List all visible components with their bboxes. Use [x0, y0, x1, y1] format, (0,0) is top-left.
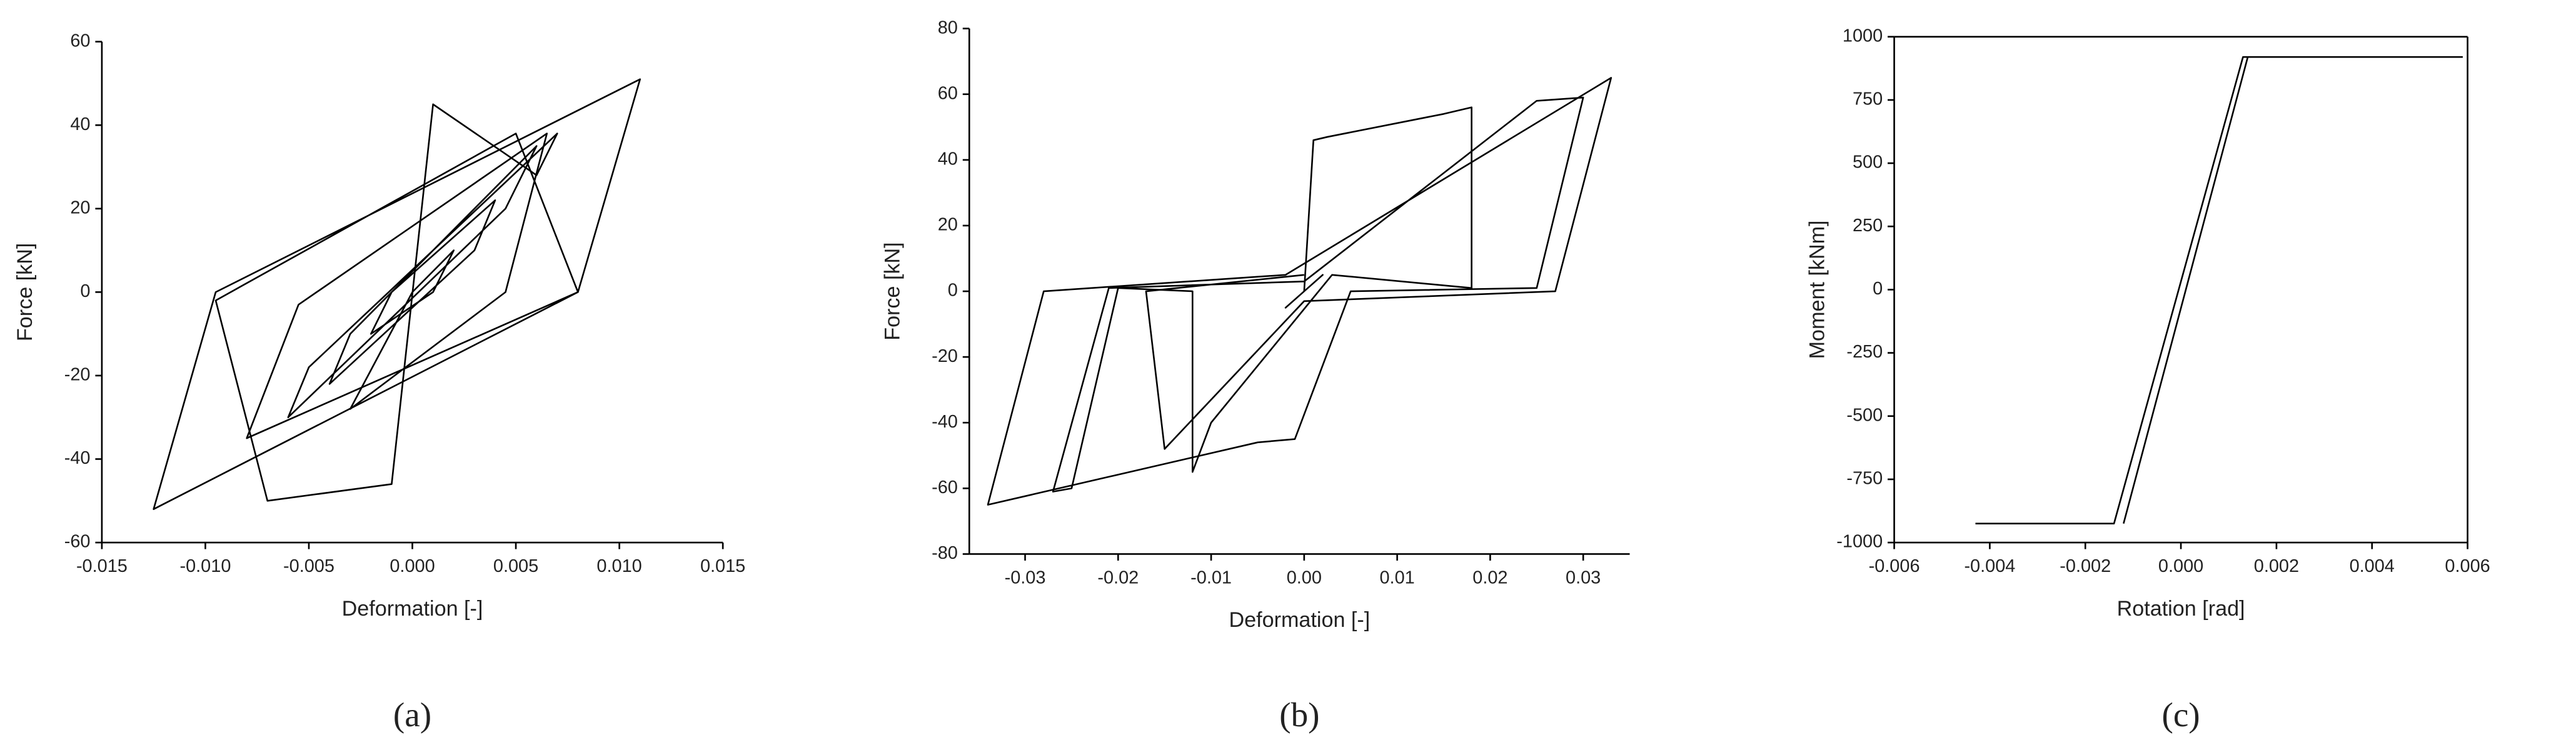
x-tick-label: 0.006: [2445, 556, 2490, 576]
x-tick-label: -0.015: [76, 556, 128, 576]
y-tick-label: 60: [70, 31, 90, 51]
y-tick-label: 60: [938, 83, 958, 103]
x-tick-label: 0.02: [1472, 568, 1507, 588]
x-tick-label: -0.01: [1190, 568, 1232, 588]
x-axis-title: Deformation [-]: [342, 597, 483, 621]
y-tick-label: 40: [70, 114, 90, 134]
x-tick-label: -0.004: [1964, 556, 2015, 576]
x-tick-label: 0.015: [700, 556, 745, 576]
data-line: [153, 78, 641, 510]
y-tick-label: -500: [1846, 405, 1883, 425]
y-tick-label: 500: [1853, 152, 1883, 172]
y-tick-label: -20: [932, 346, 958, 366]
y-tick-label: -1000: [1836, 532, 1883, 552]
y-tick-label: 80: [938, 18, 958, 38]
x-tick-label: 0.03: [1566, 568, 1601, 588]
y-tick-label: -750: [1846, 469, 1883, 489]
x-tick-label: -0.005: [283, 556, 335, 576]
x-tick-label: 0.00: [1287, 568, 1322, 588]
y-tick-label: 0: [80, 281, 90, 301]
caption: (c): [2161, 696, 2200, 734]
x-tick-label: -0.010: [179, 556, 231, 576]
y-tick-label: 20: [938, 215, 958, 235]
x-axis-title: Deformation [-]: [1229, 608, 1370, 632]
x-axis-title: Rotation [rad]: [2117, 597, 2245, 621]
x-tick-label: -0.03: [1005, 568, 1046, 588]
x-tick-label: -0.006: [1869, 556, 1920, 576]
x-tick-label: 0.000: [390, 556, 435, 576]
y-tick-label: 250: [1853, 216, 1883, 236]
data-line: [2123, 56, 2249, 524]
y-axis-title: Force [kN]: [880, 242, 904, 340]
x-tick-label: -0.002: [2060, 556, 2111, 576]
data-line: [987, 77, 1613, 506]
y-tick-label: 20: [70, 198, 90, 218]
y-tick-label: -60: [932, 478, 958, 498]
x-tick-label: 0.004: [2350, 556, 2395, 576]
y-tick-label: -250: [1846, 342, 1883, 362]
y-tick-label: 1000: [1843, 26, 1883, 46]
y-tick-label: 750: [1853, 89, 1883, 109]
x-tick-label: 0.002: [2254, 556, 2299, 576]
data-line: [1975, 56, 2463, 525]
caption: (a): [393, 696, 431, 734]
y-tick-label: -80: [932, 543, 958, 563]
caption: (b): [1279, 696, 1319, 734]
x-tick-label: 0.005: [493, 556, 538, 576]
y-tick-label: -60: [64, 532, 91, 552]
y-tick-label: 0: [1873, 279, 1883, 299]
x-tick-label: -0.02: [1097, 568, 1139, 588]
x-tick-label: 0.000: [2158, 556, 2203, 576]
y-tick-label: -20: [64, 365, 91, 385]
y-tick-label: -40: [932, 412, 958, 432]
x-tick-label: 0.010: [596, 556, 641, 576]
y-axis-title: Moment [kNm]: [1806, 220, 1829, 359]
x-tick-label: 0.01: [1379, 568, 1414, 588]
y-axis-title: Force [kN]: [13, 243, 37, 341]
y-tick-label: 0: [948, 281, 958, 301]
y-tick-label: 40: [938, 149, 958, 169]
y-tick-label: -40: [64, 448, 91, 468]
